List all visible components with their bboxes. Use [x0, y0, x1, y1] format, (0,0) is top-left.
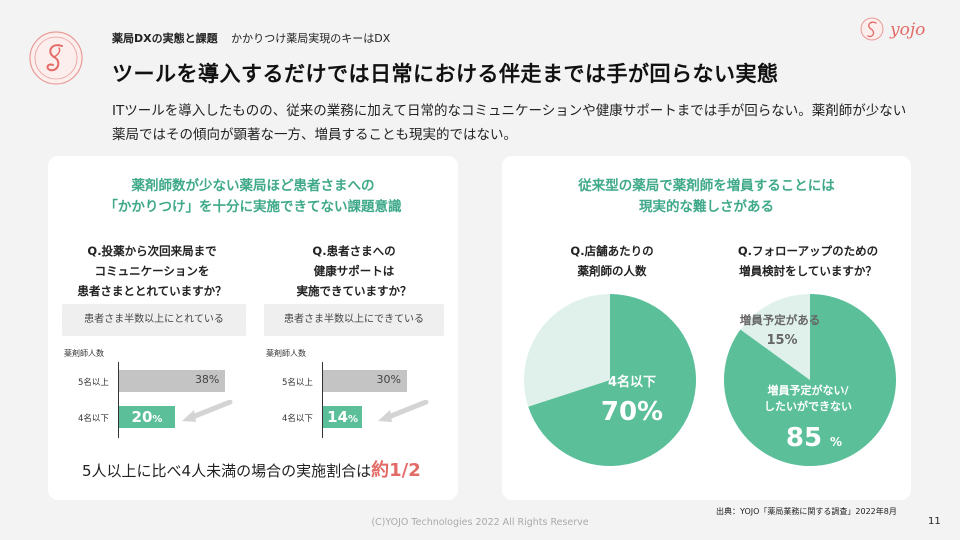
chart2-bar-5plus-value: 30%: [376, 373, 401, 386]
left-card: 薬剤師数が少ない薬局ほど患者さまへの 「かかりつけ」を十分に実施できてない課題意…: [48, 156, 458, 500]
brand-wordmark: yojo: [860, 17, 925, 41]
chart1-question-line2: コミュニケーションを: [94, 264, 210, 278]
page-title: ツールを導入するだけでは日常における伴走までは手が回らない実態: [112, 62, 779, 86]
pie2-question: Q.フォローアップのための 増員検討をしていますか？: [708, 241, 908, 281]
left-card-heading: 薬剤師数が少ない薬局ほど患者さまへの 「かかりつけ」を十分に実施できてない課題意…: [48, 176, 458, 218]
chart2-question-line1: Q.患者さまへの: [312, 244, 396, 258]
chart2-axis-line: [322, 362, 323, 438]
chart2-bar-4less-unit: %: [348, 414, 359, 425]
pie1-slice-4less: [528, 294, 696, 466]
pie2-question-line2: 増員検討をしていますか？: [739, 264, 877, 278]
chart1-answer-label: 患者さま半数以上にとれている: [62, 304, 246, 336]
chart1-bar-4less-value: 20: [131, 408, 153, 426]
summary: 5人以上に比べ4人未満の場合の実施割合は約1/2: [82, 456, 421, 482]
pie2-main-value: 85: [786, 423, 822, 453]
pie2-question-line1: Q.フォローアップのための: [737, 244, 879, 258]
chart1-question: Q.投薬から次回来局まで コミュニケーションを 患者さまととれていますか？: [62, 241, 242, 301]
chart2-question: Q.患者さまへの 健康サポートは 実施できていますか？: [264, 241, 444, 301]
chart1-bar-5plus: 38%: [119, 370, 226, 392]
page-number: 11: [928, 516, 941, 527]
chart2-question-line2: 健康サポートは: [313, 264, 395, 278]
page-description: ITツールを導入したものの、従来の業務に加えて日常的なコミュニケーションや健康サ…: [112, 103, 907, 143]
pie1-main-value: 70%: [601, 397, 663, 427]
right-card: 従来型の薬局で薬剤師を増員することには 現実的な難しさがある Q.店舗あたりの …: [502, 156, 911, 500]
pie1-question-line1: Q.店舗あたりの: [570, 244, 654, 258]
chart1-axis-label: 薬剤師人数: [64, 349, 104, 358]
chart2-answer-label: 患者さま半数以上にできている: [264, 304, 444, 336]
pie1-slice-5plus: [524, 294, 610, 407]
summary-text: 5人以上に比べ4人未満の場合の実施割合は: [82, 462, 372, 480]
chart2-row-label-5plus: 5名以上: [282, 378, 313, 388]
chart2-question-line3: 実施できていますか？: [296, 284, 412, 298]
pie2-main-label-line2: したいができない: [764, 399, 852, 413]
brand-logo: [29, 31, 83, 85]
pie2-main-unit: %: [830, 435, 842, 449]
footer-copyright: (C)YOJO Technologies 2022 All Rights Res…: [371, 517, 589, 528]
chart2-bar-4less-value: 14: [327, 408, 349, 426]
left-card-heading-line2: 「かかりつけ」を十分に実施できてない課題意識: [104, 199, 402, 215]
right-card-heading: 従来型の薬局で薬剤師を増員することには 現実的な難しさがある: [502, 176, 911, 218]
chart1-bar-4less: 20%: [119, 406, 175, 428]
breadcrumb-section: 薬局DXの実態と課題: [112, 32, 218, 45]
right-card-heading-line2: 現実的な難しさがある: [639, 199, 774, 215]
chart2-axis-label: 薬剤師人数: [266, 349, 306, 358]
pie2-main-label-line1: 増員予定がない/: [767, 383, 849, 397]
pie2-minor-label: 増員予定がある: [740, 313, 821, 327]
pie1-main-label: 4名以下: [608, 374, 656, 390]
chart2-bar-4less: 14%: [323, 406, 363, 428]
left-card-heading-line1: 薬剤師数が少ない薬局ほど患者さまへの: [131, 178, 375, 194]
pie1-question: Q.店舗あたりの 薬剤師の人数: [522, 241, 702, 281]
chart1-down-arrow-icon: [182, 400, 233, 422]
chart2-row-label-4less: 4名以下: [282, 414, 313, 424]
brand-text: yojo: [889, 20, 925, 40]
breadcrumb-sub: かかりつけ薬局実現のキーはDX: [231, 32, 391, 45]
pie2-chart: 増員予定がある 15% 増員予定がない/ したいができない 85 %: [724, 294, 896, 466]
chart1-axis-line: [118, 362, 119, 438]
chart1-bar-5plus-value: 38%: [194, 373, 220, 386]
chart2-bar-5plus: 30%: [323, 370, 407, 392]
pie2-slice-plan: [740, 294, 810, 380]
chart1-row-label-5plus: 5名以上: [78, 378, 109, 388]
pie1-chart: 4名以下 70%: [524, 294, 696, 466]
right-card-heading-line1: 従来型の薬局で薬剤師を増員することには: [578, 178, 835, 194]
chart1-bar-4less-unit: %: [152, 414, 163, 425]
chart1-row-label-4less: 4名以下: [78, 414, 109, 424]
chart1-question-line1: Q.投薬から次回来局まで: [87, 244, 217, 258]
breadcrumb: 薬局DXの実態と課題 かかりつけ薬局実現のキーはDX: [112, 30, 390, 46]
summary-emphasis: 約1/2: [371, 460, 421, 481]
pie1-question-line2: 薬剤師の人数: [577, 264, 647, 278]
chart2-down-arrow-icon: [378, 400, 429, 422]
pie2-minor-value: 15%: [766, 333, 797, 348]
chart1-question-line3: 患者さまととれていますか？: [77, 284, 227, 298]
source-note: 出典：YOJO「薬局業務に関する調査」2022年8月: [716, 507, 897, 516]
